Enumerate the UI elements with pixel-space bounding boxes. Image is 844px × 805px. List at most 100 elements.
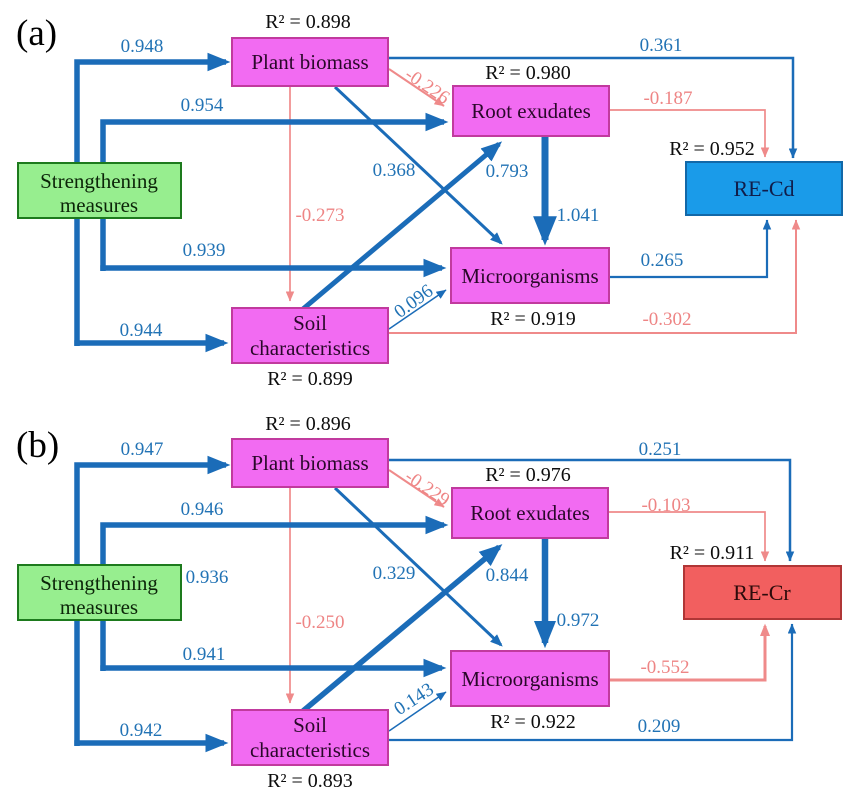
path-label-soil-outcome-b: 0.209 xyxy=(638,716,681,737)
plant-biomass-label-b: Plant biomass xyxy=(251,451,368,475)
path-label-micro-outcome-b: -0.552 xyxy=(640,657,689,678)
r2-re-cd-a: R² = 0.952 xyxy=(669,138,755,160)
path-soil-to-micro-a xyxy=(388,289,447,330)
path-sm-to-plant-a xyxy=(74,52,231,346)
path-label-root-outcome-b: -0.103 xyxy=(641,495,690,516)
soil-characteristics-box-b xyxy=(231,709,389,766)
soil-characteristics-label-line1-b: Soil xyxy=(293,713,327,737)
path-sm-to-root-a xyxy=(100,112,449,271)
root-exudates-label-a: Root exudates xyxy=(471,99,591,123)
soil-characteristics-label-line2-a: characteristics xyxy=(250,336,370,360)
path-sm-to-plant-b xyxy=(74,455,231,746)
re-cr-label-b: RE-Cr xyxy=(733,580,791,605)
strengthening-measures-label-line2-b: measures xyxy=(60,595,138,619)
microorganisms-box-a xyxy=(450,247,610,304)
node-strengthening-measures-b: Strengthening measures xyxy=(17,564,182,621)
path-label-plant-soil-a: -0.273 xyxy=(295,205,344,226)
path-label-plant-outcome-a: 0.361 xyxy=(640,35,683,56)
plant-biomass-box-b xyxy=(231,438,389,488)
r2-microorganisms-a: R² = 0.919 xyxy=(490,308,576,330)
path-soil-to-outcome-a xyxy=(388,219,801,334)
r2-soil-characteristics-b: R² = 0.893 xyxy=(267,770,353,792)
path-label-plant-outcome-b: 0.251 xyxy=(639,439,682,460)
path-label-sm-rail-extra-b: 0.936 xyxy=(186,567,229,588)
path-label-soil-outcome-a: -0.302 xyxy=(642,309,691,330)
panel-letter-a: (a) xyxy=(16,13,57,54)
r2-plant-biomass-a: R² = 0.898 xyxy=(265,11,351,33)
path-label-sm-micro-a: 0.939 xyxy=(183,240,226,261)
node-microorganisms-a: Microorganisms R² = 0.919 xyxy=(450,247,610,330)
node-soil-characteristics-b: Soil characteristics R² = 0.893 xyxy=(231,709,389,792)
path-label-soil-micro-a: 0.096 xyxy=(390,280,437,322)
path-label-plant-root-a: -0.226 xyxy=(401,64,453,109)
node-plant-biomass-a: Plant biomass R² = 0.898 xyxy=(231,11,389,87)
node-strengthening-measures-a: Strengthening measures xyxy=(17,162,182,219)
path-label-plant-root-b: -0.229 xyxy=(401,466,453,511)
path-soil-to-outcome-b xyxy=(388,623,797,742)
path-plant-to-outcome-b xyxy=(388,458,795,562)
path-label-soil-root-a: 0.793 xyxy=(486,161,529,182)
path-label-root-outcome-a: -0.187 xyxy=(643,88,692,109)
path-root-to-outcome-a xyxy=(608,109,770,158)
path-label-plant-micro-b: 0.329 xyxy=(373,563,416,584)
node-microorganisms-b: Microorganisms R² = 0.922 xyxy=(450,650,610,733)
microorganisms-label-b: Microorganisms xyxy=(461,667,598,691)
r2-soil-characteristics-a: R² = 0.899 xyxy=(267,368,353,390)
node-re-cr-b: RE-Cr R² = 0.911 xyxy=(670,542,842,620)
node-re-cd-a: RE-Cd R² = 0.952 xyxy=(669,138,843,216)
path-label-sm-soil-a: 0.944 xyxy=(120,320,163,341)
r2-plant-biomass-b: R² = 0.896 xyxy=(265,413,351,435)
path-root-to-outcome-b xyxy=(608,511,770,562)
root-exudates-box-b xyxy=(451,487,609,539)
node-plant-biomass-b: Plant biomass R² = 0.896 xyxy=(231,413,389,488)
path-micro-to-outcome-b xyxy=(609,623,771,682)
node-soil-characteristics-a: Soil characteristics R² = 0.899 xyxy=(231,307,389,390)
panel-a: Strengthening measures Plant biomass R² … xyxy=(16,11,843,390)
path-label-root-micro-b: 0.972 xyxy=(557,610,600,631)
path-label-plant-micro-a: 0.368 xyxy=(373,160,416,181)
r2-root-exudates-a: R² = 0.980 xyxy=(485,62,571,84)
node-root-exudates-a: Root exudates R² = 0.980 xyxy=(452,62,610,137)
path-label-sm-micro-b: 0.941 xyxy=(183,644,226,665)
r2-re-cr-b: R² = 0.911 xyxy=(670,542,755,564)
soil-characteristics-label-line2-b: characteristics xyxy=(250,738,370,762)
plant-biomass-label-a: Plant biomass xyxy=(251,50,368,74)
r2-root-exudates-b: R² = 0.976 xyxy=(485,464,571,486)
microorganisms-label-a: Microorganisms xyxy=(461,264,598,288)
microorganisms-box-b xyxy=(450,650,610,707)
path-label-micro-outcome-a: 0.265 xyxy=(641,250,684,271)
path-plant-to-root-a xyxy=(388,68,445,107)
path-plant-to-outcome-a xyxy=(388,56,798,159)
path-plant-to-micro-b xyxy=(333,486,503,647)
strengthening-measures-label-line1-b: Strengthening xyxy=(40,571,158,595)
path-soil-to-root-a xyxy=(301,141,503,311)
root-exudates-label-b: Root exudates xyxy=(470,501,590,525)
path-label-sm-root-b: 0.946 xyxy=(181,499,224,520)
node-root-exudates-b: Root exudates R² = 0.976 xyxy=(451,464,609,539)
path-label-plant-soil-b: -0.250 xyxy=(295,612,344,633)
path-soil-to-micro-b xyxy=(388,691,447,732)
path-micro-to-outcome-a xyxy=(609,219,772,279)
re-cr-box-b xyxy=(683,565,842,620)
re-cd-label-a: RE-Cd xyxy=(733,176,794,201)
path-sm-to-root-b xyxy=(100,515,449,671)
path-label-root-micro-a: 1.041 xyxy=(557,205,600,226)
path-soil-to-root-b xyxy=(301,544,503,714)
strengthening-measures-box-b xyxy=(17,564,182,621)
path-label-sm-root-a: 0.954 xyxy=(181,95,224,116)
strengthening-measures-box-a xyxy=(17,162,182,219)
soil-characteristics-box-a xyxy=(231,307,389,364)
path-label-sm-plant-b: 0.947 xyxy=(121,439,164,460)
plant-biomass-box-a xyxy=(231,37,389,87)
soil-characteristics-label-line1-a: Soil xyxy=(293,311,327,335)
path-plant-to-micro-a xyxy=(333,85,503,245)
path-label-sm-plant-a: 0.948 xyxy=(121,36,164,57)
path-label-soil-root-b: 0.844 xyxy=(486,565,529,586)
path-label-sm-soil-b: 0.942 xyxy=(120,720,163,741)
root-exudates-box-a xyxy=(452,85,610,137)
path-plant-to-root-b xyxy=(388,469,445,508)
re-cd-box-a xyxy=(685,161,843,216)
r2-microorganisms-b: R² = 0.922 xyxy=(490,711,576,733)
